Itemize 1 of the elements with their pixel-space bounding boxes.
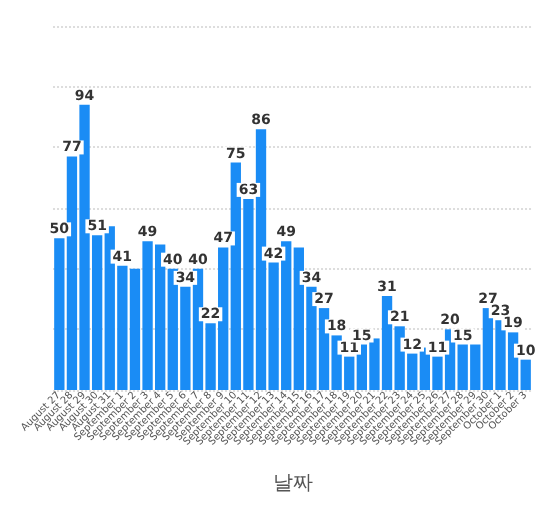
x-axis-title: 날짜 [272, 473, 313, 495]
